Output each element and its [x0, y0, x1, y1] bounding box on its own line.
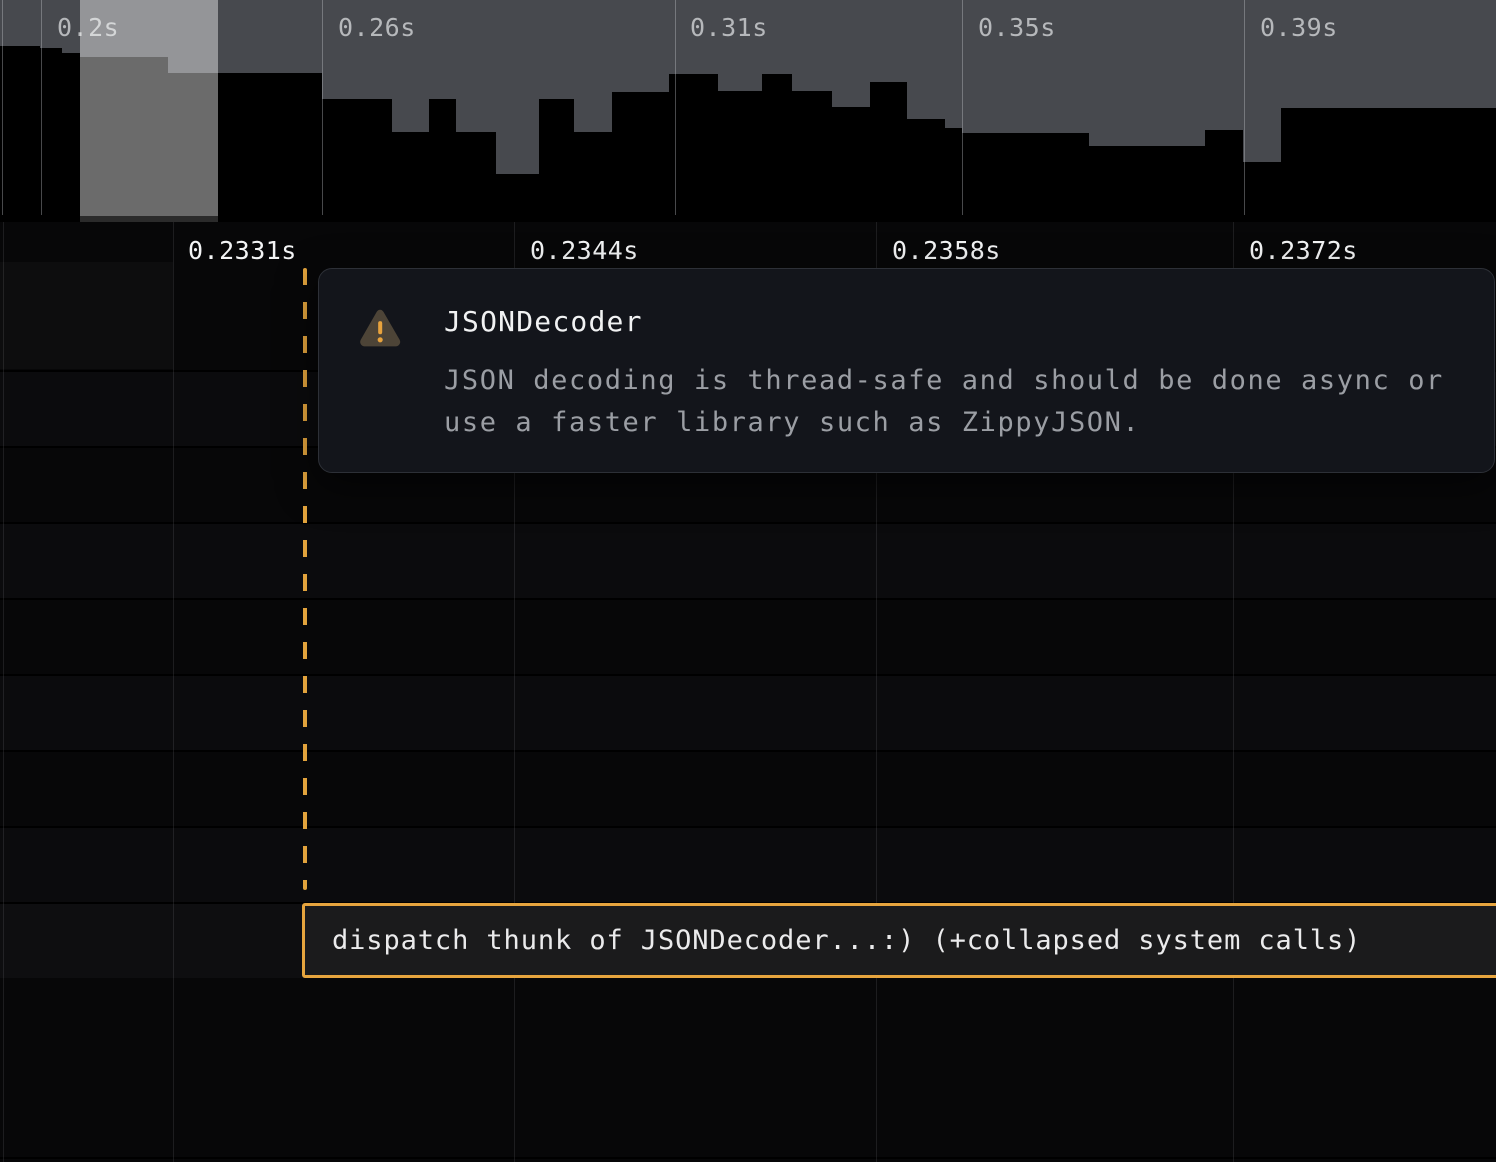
minimap-skyline-segment	[612, 92, 669, 215]
selected-frame-bar[interactable]: dispatch thunk of JSONDecoder...:) (+col…	[302, 903, 1496, 978]
minimap-skyline-segment	[718, 91, 762, 215]
minimap-time-label: 0.39s	[1260, 13, 1338, 42]
minimap-gridline	[962, 0, 963, 215]
minimap-gridline	[1244, 0, 1245, 215]
warning-triangle-icon	[360, 309, 401, 347]
flamechart-gridline	[1233, 222, 1234, 1162]
flamechart-row-line	[0, 750, 1496, 752]
minimap-gridline	[322, 0, 323, 215]
flamechart-row-band	[0, 523, 1496, 599]
minimap-time-label: 0.31s	[690, 13, 768, 42]
minimap-skyline-segment	[429, 99, 456, 215]
minimap-bottom-strip	[0, 216, 1496, 222]
minimap-skyline-segment	[0, 46, 40, 215]
flamechart-row-line	[0, 598, 1496, 600]
minimap-skyline-segment	[907, 119, 945, 215]
minimap-skyline-segment	[1243, 162, 1281, 215]
flamechart-row-band	[0, 675, 1496, 751]
minimap-skyline-segment	[574, 132, 612, 215]
flamechart-row-line	[0, 826, 1496, 828]
minimap-skyline-segment	[945, 128, 962, 215]
minimap-skyline-segment	[1281, 108, 1496, 215]
flamechart-gridline	[173, 222, 174, 1162]
flamechart-row-line	[0, 1157, 1496, 1159]
minimap-time-label: 0.2s	[57, 13, 120, 42]
minimap-skyline-segment	[832, 107, 870, 215]
dimmed-frame-bar	[0, 262, 173, 369]
minimap-skyline-segment	[168, 73, 218, 215]
flamechart-area[interactable]: 0.2331s 0.2344s 0.2358s 0.2372s dispatch th…	[0, 222, 1496, 1162]
flamechart-row-line	[0, 522, 1496, 524]
flamechart-gridline	[514, 222, 515, 1162]
tooltip-body-line1: JSON decoding is thread-safe and should …	[444, 365, 1444, 396]
minimap-skyline-segment	[456, 132, 496, 215]
minimap-time-label: 0.26s	[338, 13, 416, 42]
tooltip-body-line2: use a faster library such as ZippyJSON.	[444, 407, 1141, 438]
minimap-time-label: 0.35s	[978, 13, 1056, 42]
flamechart-gridline	[3, 222, 4, 1162]
minimap-skyline-segment	[496, 174, 539, 215]
minimap-skyline-segment	[392, 132, 429, 215]
flamechart-row-line	[0, 674, 1496, 676]
minimap-skyline-segment	[762, 74, 792, 215]
minimap-selection-window[interactable]	[80, 0, 218, 222]
minimap-skyline-segment	[539, 99, 574, 215]
time-marker-dashed-line	[303, 268, 307, 890]
minimap-skyline-segment	[669, 74, 718, 215]
minimap-skyline-segment	[792, 91, 832, 215]
minimap-skyline-segment	[870, 82, 907, 215]
flamechart-time-label: 0.2358s	[892, 236, 1001, 265]
minimap-gridline	[675, 0, 676, 215]
minimap-skyline-segment	[80, 57, 168, 215]
flamechart-time-label: 0.2372s	[1249, 236, 1358, 265]
selected-frame-label: dispatch thunk of JSONDecoder...:) (+col…	[332, 925, 1362, 956]
minimap-skyline-segment	[962, 133, 1089, 215]
minimap-skyline-segment	[1089, 146, 1205, 215]
tooltip-title: JSONDecoder	[444, 305, 643, 338]
insight-tooltip: JSONDecoder JSON decoding is thread-safe…	[318, 268, 1495, 473]
minimap-gridline	[2, 0, 3, 215]
flamechart-time-label: 0.2331s	[188, 236, 297, 265]
minimap-skyline-segment	[40, 48, 62, 215]
minimap-skyline-segment	[322, 99, 392, 215]
minimap-gridline	[41, 0, 42, 215]
minimap-skyline-segment	[62, 53, 80, 215]
flamechart-time-label: 0.2344s	[530, 236, 639, 265]
minimap-skyline-segment	[1205, 130, 1243, 215]
minimap-skyline-segment	[218, 73, 322, 215]
timeline-minimap[interactable]: 0.2s 0.26s 0.31s 0.35s 0.39s	[0, 0, 1496, 222]
flamechart-row-band	[0, 827, 1496, 903]
flamechart-gridline	[876, 222, 877, 1162]
